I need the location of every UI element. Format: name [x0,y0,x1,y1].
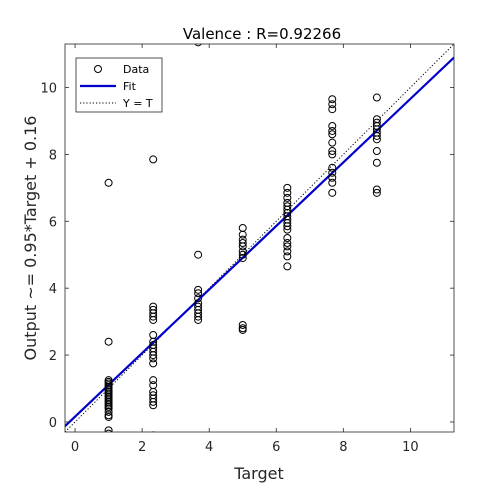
data-point [328,95,337,104]
data-point [283,242,292,251]
y-tick-label: 4 [49,282,57,297]
data-point [104,412,113,421]
data-point [238,250,247,259]
data-point [372,131,381,140]
axes-box [64,43,455,433]
legend: Data Fit Y = T [75,57,163,113]
data-point [328,121,337,130]
y-tick-label: 0 [49,416,57,431]
data-point [194,250,203,259]
data-point [328,105,337,114]
data-point [238,242,247,251]
data-point [194,285,203,294]
data-point [149,401,158,410]
data-point [328,126,337,135]
y-tick-label: 10 [40,81,57,96]
data-point [328,178,337,187]
fit-line [65,56,454,427]
data-point [238,239,247,248]
x-tick-label: 2 [138,440,146,455]
data-point [151,431,156,432]
y-axis-title: Output ~= 0.95*Target + 0.16 [21,116,40,361]
data-point [238,254,247,263]
data-point [194,289,203,298]
data-point [104,337,113,346]
data-point [283,247,292,256]
data-point [328,173,337,182]
legend-label-identity: Y = T [122,97,153,110]
data-point [149,312,158,321]
y-tick-label: 2 [49,349,57,364]
data-point [372,135,381,144]
data-point [194,294,203,303]
data-point [328,100,337,109]
data-point [104,429,113,432]
x-axis-title: Target [233,464,284,483]
data-point [104,178,113,187]
data-point [283,183,292,192]
data-point [328,168,337,177]
x-tick-label: 4 [205,440,213,455]
data-point [283,193,292,202]
y-tick-label: 6 [49,215,57,230]
data-point [104,426,113,432]
data-point [328,150,337,159]
data-point [283,234,292,242]
data-point [238,320,247,329]
identity-line [65,44,454,432]
data-point [372,93,381,102]
y-tick-label: 8 [49,148,57,163]
x-tick-label: 8 [339,440,347,455]
data-point [328,130,337,139]
data-point [149,359,158,368]
data-point [238,325,247,334]
data-point [149,376,158,385]
data-point [372,158,381,167]
legend-label-fit: Fit [123,80,137,93]
data-point [372,185,381,194]
legend-label-data: Data [123,63,149,76]
data-point [328,138,337,147]
data-point [238,230,247,239]
data-point [328,188,337,197]
data-point [283,188,292,197]
legend-marker-data [94,65,102,73]
data-point [104,407,113,416]
data-layer [65,44,454,432]
ticks-layer: 0 2 4 6 8 10 0 2 4 6 8 10 [40,44,454,455]
data-point [283,222,292,231]
data-point [372,147,381,156]
data-point [283,262,292,271]
x-tick-label: 0 [71,440,79,455]
data-point [149,397,158,406]
x-tick-label: 10 [402,440,419,455]
data-point [372,188,381,197]
data-point [283,239,292,248]
data-point [149,155,158,164]
data-point [194,312,203,321]
data-point [328,147,337,156]
data-point [149,315,158,324]
chart-title: Valence : R=0.92266 [183,25,341,43]
data-point [283,252,292,261]
data-point [283,225,292,234]
data-point [328,163,337,172]
data-point [149,351,158,360]
data-point [194,44,202,47]
data-point [149,354,158,363]
x-tick-label: 6 [272,440,280,455]
data-point [194,315,203,324]
